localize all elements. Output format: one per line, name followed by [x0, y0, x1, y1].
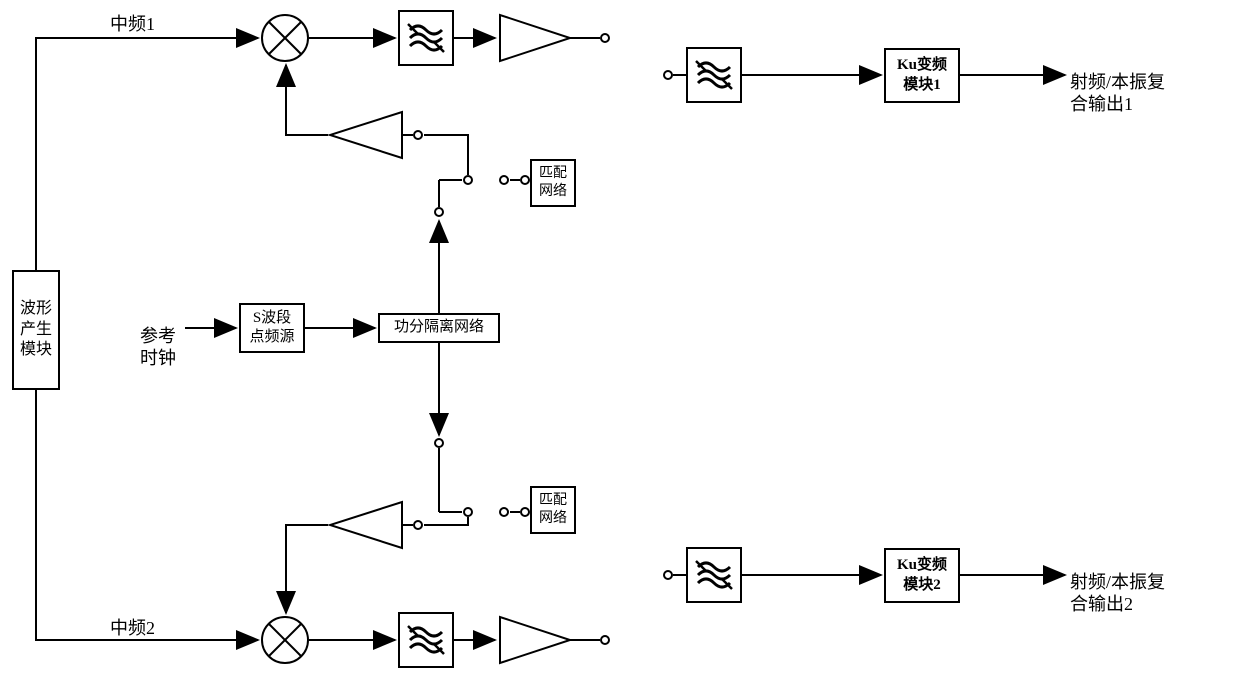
filter-3-icon	[686, 47, 742, 103]
port-circle	[520, 507, 530, 517]
amp-2-icon	[498, 615, 574, 665]
port-circle	[463, 175, 473, 185]
ku-module-2: Ku变频 模块2	[884, 548, 960, 603]
port-circle	[434, 207, 444, 217]
ku1-label: Ku变频 模块1	[897, 56, 947, 95]
port-circle	[499, 507, 509, 517]
mixer-2-icon	[261, 616, 309, 664]
if2-label: 中频2	[110, 614, 155, 640]
port-circle	[434, 438, 444, 448]
port-circle	[413, 520, 423, 530]
amp-1-icon	[498, 13, 574, 63]
amp-left-1-icon	[328, 110, 404, 160]
amp-left-2-icon	[328, 500, 404, 550]
mixer-1-icon	[261, 14, 309, 62]
port-circle	[499, 175, 509, 185]
port-circle	[663, 70, 673, 80]
wiring-layer	[0, 0, 1240, 687]
s-band-source: S波段 点频源	[239, 303, 305, 353]
port-circle	[413, 130, 423, 140]
rf-out-1-label: 射频/本振复 合输出1	[1070, 48, 1165, 116]
rf-out-2-label: 射频/本振复 合输出2	[1070, 548, 1165, 616]
power-divider: 功分隔离网络	[378, 313, 500, 343]
if1-label: 中频1	[110, 10, 155, 36]
waveform-gen-label: 波形 产生 模块	[20, 299, 52, 361]
ku2-label: Ku变频 模块2	[897, 556, 947, 595]
ref-clock-label: 参考 时钟	[140, 302, 176, 370]
port-circle	[600, 33, 610, 43]
match-net-2-label: 匹配 网络	[539, 492, 567, 528]
port-circle	[663, 570, 673, 580]
ku-module-1: Ku变频 模块1	[884, 48, 960, 103]
s-band-label: S波段 点频源	[249, 309, 294, 348]
port-circle	[463, 507, 473, 517]
match-network-2: 匹配 网络	[530, 486, 576, 534]
port-circle	[520, 175, 530, 185]
filter-1-icon	[398, 10, 454, 66]
power-div-label: 功分隔离网络	[394, 318, 484, 338]
match-net-1-label: 匹配 网络	[539, 165, 567, 201]
filter-2-icon	[398, 612, 454, 668]
waveform-gen-module: 波形 产生 模块	[12, 270, 60, 390]
filter-4-icon	[686, 547, 742, 603]
match-network-1: 匹配 网络	[530, 159, 576, 207]
port-circle	[600, 635, 610, 645]
